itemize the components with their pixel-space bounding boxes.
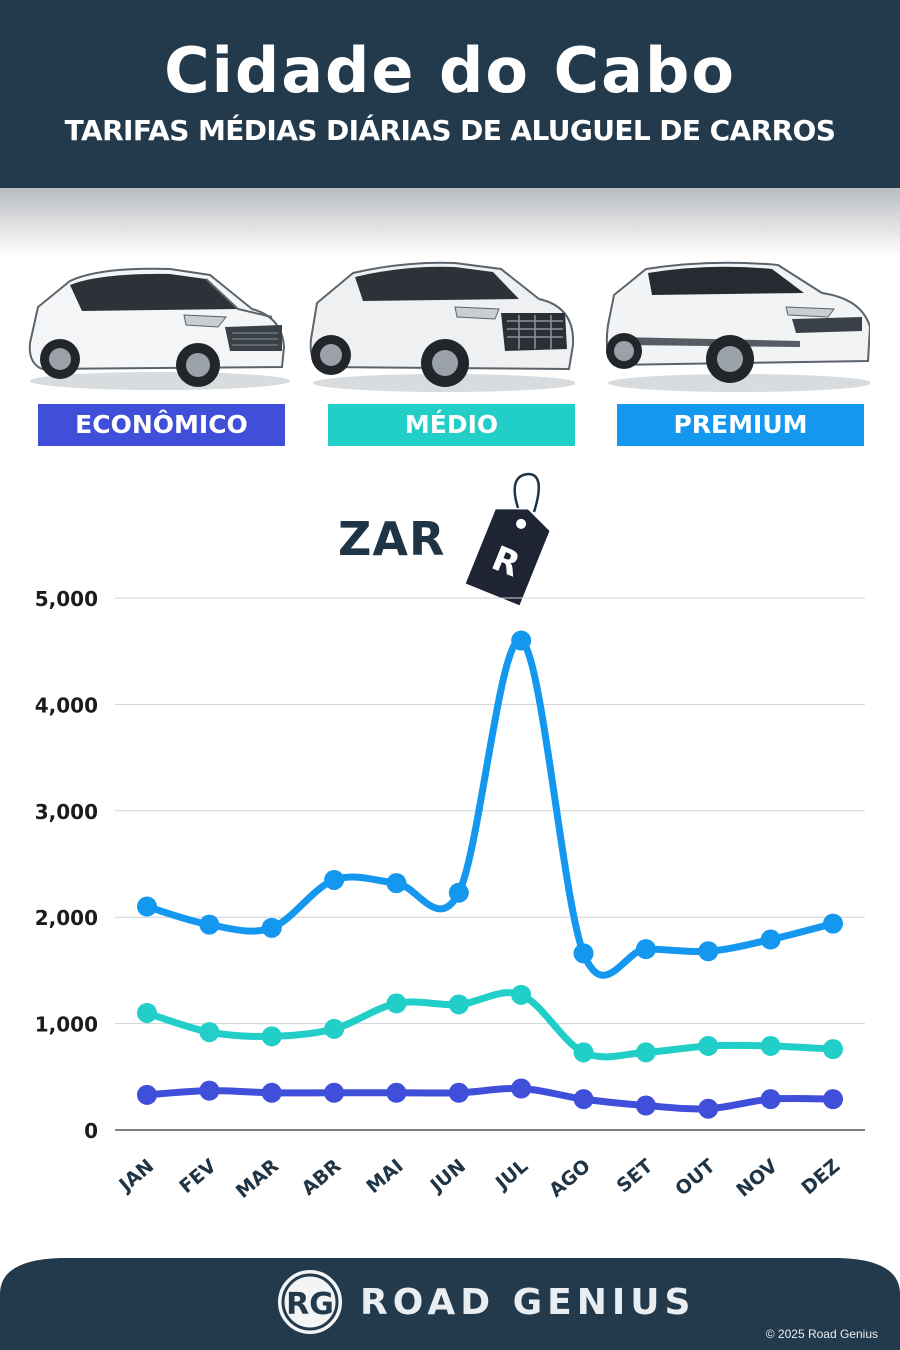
category-badge-premium: PREMIUM: [617, 404, 864, 446]
series-line: [143, 989, 837, 1061]
category-badge-medio: MÉDIO: [328, 404, 575, 446]
data-point: [448, 994, 469, 1015]
data-point: [573, 1089, 594, 1110]
x-tick-label: ABR: [298, 1155, 346, 1200]
y-tick-label: 2,000: [35, 906, 98, 930]
x-tick-label: JUN: [425, 1155, 470, 1198]
data-point: [760, 1089, 781, 1110]
copyright: © 2025 Road Genius: [765, 1327, 878, 1341]
x-tick-label: JAN: [114, 1155, 159, 1197]
data-point: [324, 1018, 345, 1039]
data-point: [199, 914, 220, 935]
data-point: [261, 1026, 282, 1047]
data-point: [324, 869, 345, 890]
logo-monogram: RG: [286, 1287, 334, 1322]
x-tick-label: AGO: [545, 1155, 595, 1202]
suv-car-icon: [309, 261, 575, 392]
data-point: [635, 939, 656, 960]
data-point: [261, 917, 282, 938]
line-chart: 0 1,000 2,000 3,000 4,000 5,000 JAN FEV MAR ABR M…: [35, 587, 865, 1203]
data-point: [511, 1078, 532, 1099]
x-tick-label: JUL: [490, 1155, 532, 1195]
data-point: [137, 896, 157, 917]
data-point: [573, 943, 594, 964]
footer: RG: [0, 1258, 900, 1350]
data-point: [199, 1080, 220, 1101]
price-tag-icon: R: [465, 472, 550, 606]
data-point: [823, 1039, 843, 1060]
x-tick-label: SET: [613, 1155, 658, 1197]
luxury-suv-car-icon: [605, 261, 870, 392]
data-point: [760, 929, 781, 950]
data-point: [635, 1095, 656, 1116]
data-point: [511, 984, 532, 1005]
data-point: [698, 1035, 719, 1056]
x-tick-label: FEV: [175, 1155, 221, 1198]
data-point: [448, 882, 469, 903]
data-point: [386, 993, 407, 1014]
x-tick-label: NOV: [732, 1155, 782, 1202]
data-point: [199, 1022, 220, 1043]
data-point: [511, 630, 532, 651]
data-point: [823, 913, 843, 934]
data-point: [137, 1002, 157, 1023]
data-point: [261, 1082, 282, 1103]
data-point: [137, 1084, 157, 1105]
x-tick-label: MAR: [232, 1155, 283, 1203]
data-point: [698, 941, 719, 962]
data-point: [698, 1098, 719, 1119]
series-line: [143, 1084, 837, 1113]
category-badge-economico: ECONÔMICO: [38, 404, 285, 446]
brand-name: ROAD GENIUS: [360, 1282, 696, 1323]
data-point: [448, 1082, 469, 1103]
data-point: [760, 1035, 781, 1056]
data-point: [823, 1089, 843, 1110]
x-tick-label: MAI: [362, 1155, 407, 1198]
x-tick-label: DEZ: [797, 1155, 844, 1199]
x-tick-label: OUT: [671, 1155, 719, 1201]
data-point: [635, 1042, 656, 1063]
y-tick-label: 3,000: [35, 800, 98, 824]
data-point: [573, 1042, 594, 1063]
header-shadow: [0, 188, 900, 258]
y-tick-label: 4,000: [35, 693, 98, 717]
hatchback-car-icon: [28, 267, 290, 390]
y-tick-label: 1,000: [35, 1013, 98, 1037]
page-subtitle: TARIFAS MÉDIAS DIÁRIAS DE ALUGUEL DE CAR…: [64, 114, 836, 147]
y-tick-label: 5,000: [35, 587, 98, 611]
currency-label: ZAR: [338, 512, 446, 566]
y-tick-label: 0: [84, 1119, 98, 1143]
data-point: [324, 1082, 345, 1103]
page-title: Cidade do Cabo: [164, 34, 736, 107]
data-point: [386, 1082, 407, 1103]
header: Cidade do Cabo TARIFAS MÉDIAS DIÁRIAS DE…: [0, 0, 900, 188]
data-point: [386, 873, 407, 894]
series-line: [143, 637, 837, 979]
